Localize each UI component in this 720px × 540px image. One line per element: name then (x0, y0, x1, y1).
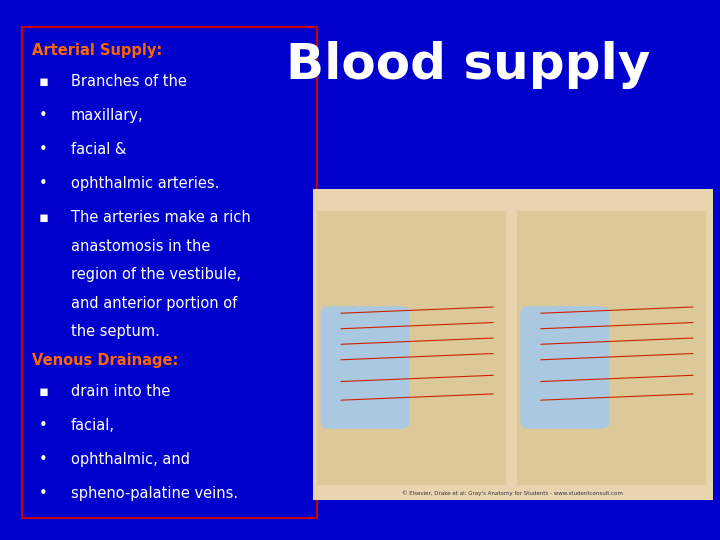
Text: facial,: facial, (71, 417, 114, 433)
Text: •: • (39, 108, 48, 123)
Text: •: • (39, 417, 48, 433)
Text: ophthalmic arteries.: ophthalmic arteries. (71, 176, 219, 191)
FancyBboxPatch shape (22, 27, 317, 518)
Text: anastomosis in the: anastomosis in the (71, 239, 210, 253)
Text: •: • (39, 142, 48, 157)
Text: ▪: ▪ (38, 74, 48, 89)
Text: Branches of the: Branches of the (71, 74, 186, 89)
Text: •: • (39, 485, 48, 501)
Text: The arteries make a rich: The arteries make a rich (71, 210, 251, 225)
Text: maxillary,: maxillary, (71, 108, 143, 123)
Text: Blood supply: Blood supply (286, 41, 650, 89)
Text: •: • (39, 451, 48, 467)
Text: drain into the: drain into the (71, 383, 170, 399)
Text: spheno-palatine veins.: spheno-palatine veins. (71, 485, 238, 501)
Text: facial &: facial & (71, 142, 126, 157)
Text: Venous Drainage:: Venous Drainage: (32, 353, 179, 368)
FancyBboxPatch shape (521, 307, 609, 428)
Text: region of the vestibule,: region of the vestibule, (71, 267, 240, 282)
Text: Arterial Supply:: Arterial Supply: (32, 43, 163, 58)
FancyBboxPatch shape (321, 307, 409, 428)
Text: © Elsevier, Drake et al: Gray's Anatomy for Students - www.studentconsult.com: © Elsevier, Drake et al: Gray's Anatomy … (402, 491, 624, 496)
Text: and anterior portion of: and anterior portion of (71, 296, 237, 310)
Text: the septum.: the septum. (71, 325, 159, 339)
Text: •: • (39, 176, 48, 191)
Text: ▪: ▪ (38, 383, 48, 399)
Bar (318, 211, 505, 484)
Bar (517, 211, 705, 484)
Text: ophthalmic, and: ophthalmic, and (71, 451, 189, 467)
Text: ▪: ▪ (38, 210, 48, 225)
